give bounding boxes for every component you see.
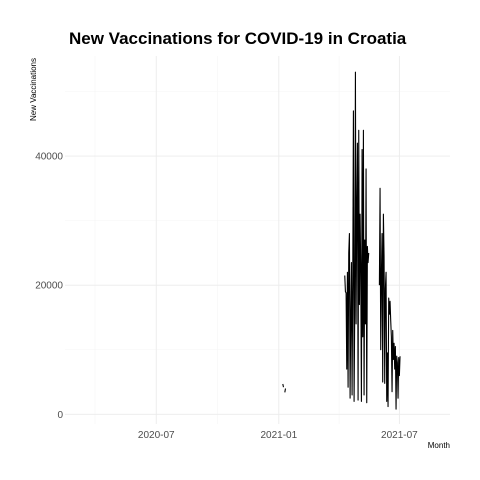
y-axis-ticks: 0 20000 40000 (35, 152, 63, 421)
x-tick-label: 2021-07 (381, 430, 418, 441)
y-tick-label: 20000 (35, 281, 63, 292)
minor-gridlines (65, 56, 450, 424)
x-tick-label: 2021-01 (260, 430, 297, 441)
x-tick-label: 2020-07 (138, 430, 175, 441)
series-line-segment (284, 388, 287, 393)
y-tick-label: 40000 (35, 152, 63, 163)
series-line-segment (378, 187, 401, 410)
chart-title: New Vaccinations for COVID-19 in Croatia (69, 29, 407, 48)
x-axis-ticks: 2020-07 2021-01 2021-07 (138, 430, 418, 441)
y-tick-label: 0 (57, 410, 63, 421)
series-layer (282, 71, 401, 410)
y-axis-label: New Vaccinations (29, 58, 38, 121)
x-axis-label: Month (428, 441, 450, 450)
series-line-segment (282, 383, 285, 388)
series-line-segment (344, 71, 370, 404)
